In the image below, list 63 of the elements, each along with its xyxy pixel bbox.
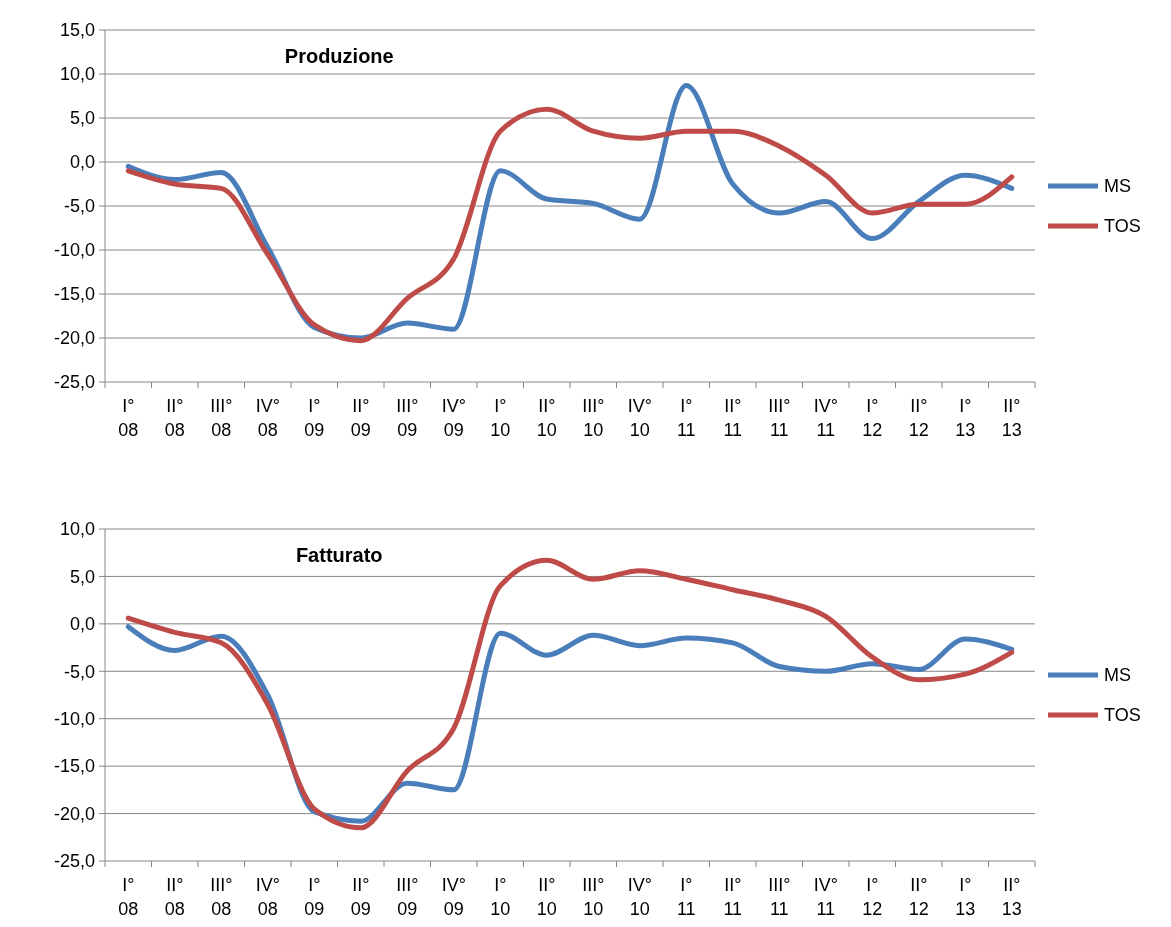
text: Produzione <box>284 45 394 67</box>
y-tick-label: 10,0 <box>59 519 95 540</box>
x-tick-label: IV° 10 <box>627 396 652 440</box>
x-tick-label: III° 09 <box>396 396 419 440</box>
x-tick-label: II° 11 <box>723 875 743 919</box>
x-tick-label: IV° 08 <box>255 396 280 440</box>
x-tick-label: I° 12 <box>862 396 883 440</box>
x-tick-label: III° 10 <box>582 875 605 919</box>
y-tick-label: -10,0 <box>53 709 95 730</box>
y-tick-label: -20,0 <box>53 328 95 349</box>
x-tick-label: II° 08 <box>164 396 185 440</box>
x-tick-label: III° 08 <box>210 396 233 440</box>
x-tick-label: IV° 10 <box>627 875 652 919</box>
x-tick-label: I° 13 <box>955 875 976 919</box>
x-tick-label: IV° 09 <box>441 875 466 919</box>
x-tick-label: II° 11 <box>723 396 743 440</box>
x-tick-label: II° 13 <box>1001 396 1022 440</box>
x-tick-label: I° 09 <box>304 396 325 440</box>
y-tick-label: 5,0 <box>69 108 95 129</box>
text: Fatturato <box>295 544 383 566</box>
x-tick-label: I° 08 <box>118 875 139 919</box>
legend-label: MS <box>1104 176 1131 197</box>
y-tick-label: -5,0 <box>63 661 95 682</box>
x-tick-label: III° 08 <box>210 875 233 919</box>
x-tick-label: I° 10 <box>490 875 511 919</box>
x-tick-label: II° 09 <box>350 875 371 919</box>
x-tick-label: II° 10 <box>536 875 557 919</box>
y-tick-label: 10,0 <box>59 64 95 85</box>
y-tick-label: -15,0 <box>53 756 95 777</box>
legend-label: TOS <box>1104 705 1141 726</box>
y-tick-label: 15,0 <box>59 20 95 41</box>
x-tick-label: II° 13 <box>1001 875 1022 919</box>
y-tick-label: -20,0 <box>53 803 95 824</box>
y-tick-label: -25,0 <box>53 372 95 393</box>
x-tick-label: IV° 09 <box>441 396 466 440</box>
x-tick-label: II° 12 <box>908 396 929 440</box>
x-tick-label: I° 12 <box>862 875 883 919</box>
x-tick-label: I° 09 <box>304 875 325 919</box>
y-tick-label: -15,0 <box>53 284 95 305</box>
x-tick-label: III° 11 <box>768 396 791 440</box>
x-tick-label: I° 13 <box>955 396 976 440</box>
y-tick-label: 0,0 <box>69 614 95 635</box>
x-tick-label: IV° 08 <box>255 875 280 919</box>
x-tick-label: I° 08 <box>118 396 139 440</box>
legend-label: MS <box>1104 665 1131 686</box>
x-tick-label: III° 11 <box>768 875 791 919</box>
x-tick-label: IV° 11 <box>813 396 838 440</box>
x-tick-label: II° 08 <box>164 875 185 919</box>
x-tick-label: III° 10 <box>582 396 605 440</box>
x-tick-label: II° 10 <box>536 396 557 440</box>
y-tick-label: -10,0 <box>53 240 95 261</box>
x-tick-label: I° 11 <box>676 875 696 919</box>
y-tick-label: -25,0 <box>53 851 95 872</box>
x-tick-label: I° 11 <box>676 396 696 440</box>
y-tick-label: -5,0 <box>63 196 95 217</box>
x-tick-label: IV° 11 <box>813 875 838 919</box>
x-tick-label: II° 12 <box>908 875 929 919</box>
y-tick-label: 5,0 <box>69 566 95 587</box>
y-tick-label: 0,0 <box>69 152 95 173</box>
x-tick-label: I° 10 <box>490 396 511 440</box>
legend-label: TOS <box>1104 216 1141 237</box>
x-tick-label: III° 09 <box>396 875 419 919</box>
x-tick-label: II° 09 <box>350 396 371 440</box>
